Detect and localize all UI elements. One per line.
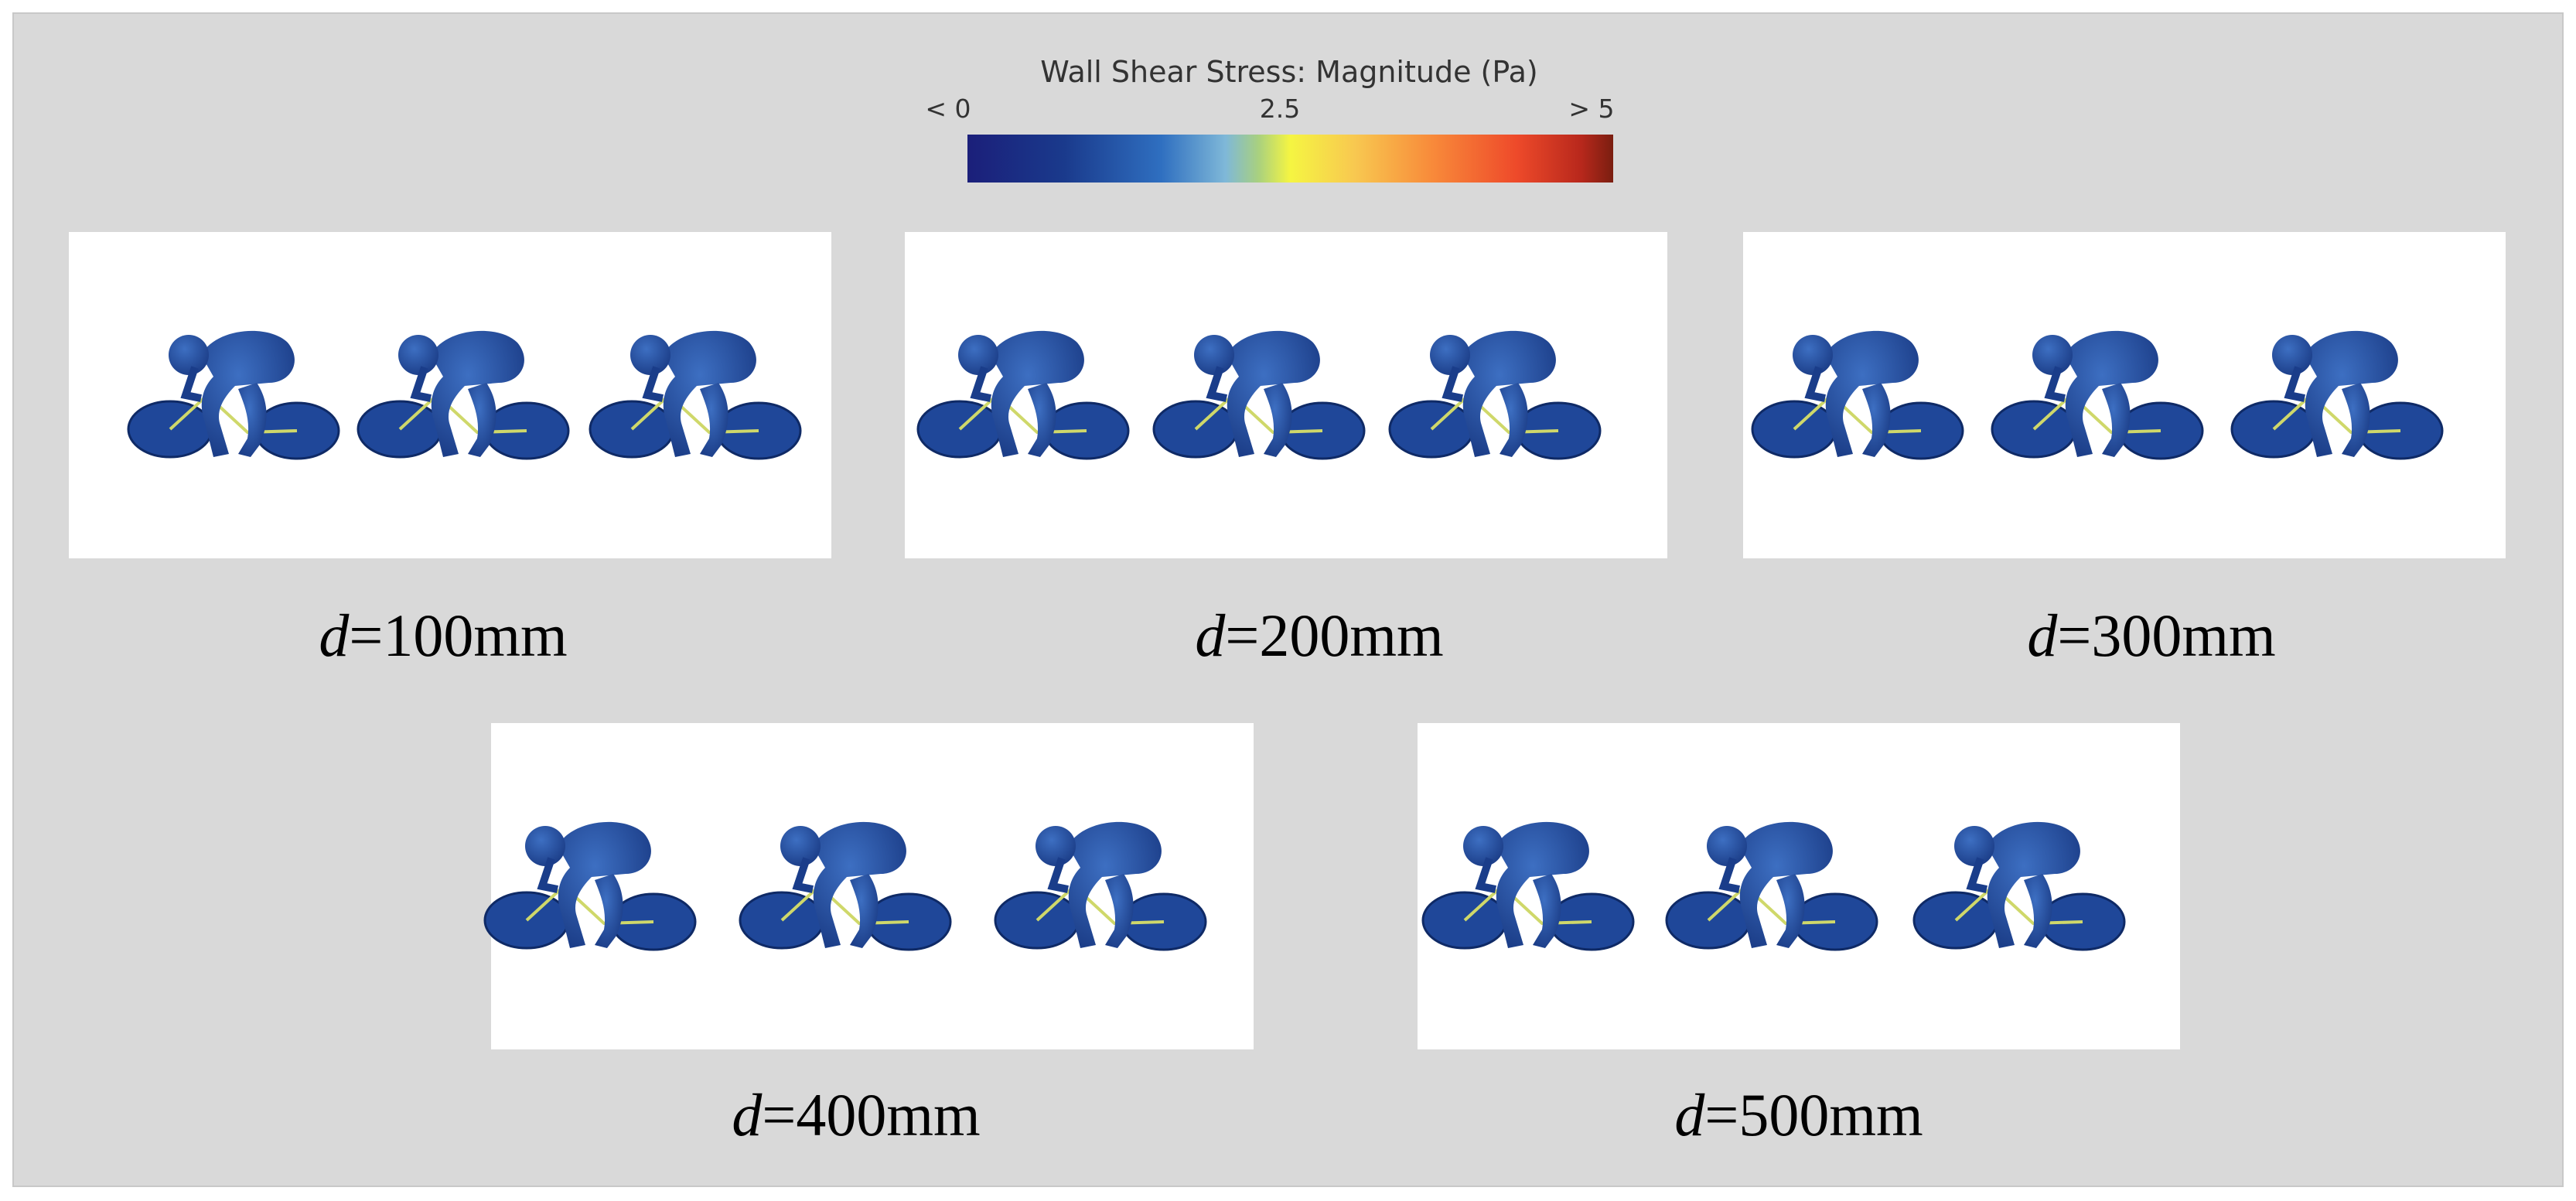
caption-variable: d (2027, 602, 2058, 669)
caption-variable: d (1674, 1081, 1705, 1148)
colorbar-tick-label: < 0 (925, 94, 971, 124)
caption-value: =100mm (349, 602, 567, 669)
panel-caption: d=500mm (1674, 1081, 1923, 1148)
panel-caption: d=300mm (2027, 602, 2275, 669)
caption-value: =500mm (1704, 1081, 1923, 1148)
panel-caption: d=100mm (319, 602, 567, 669)
caption-variable: d (732, 1081, 763, 1148)
panel: d=300mm (1743, 232, 2506, 669)
caption-variable: d (1195, 602, 1226, 669)
panel: d=400mm (485, 723, 1254, 1148)
caption-value: =200mm (1225, 602, 1443, 669)
colorbar-title: Wall Shear Stress: Magnitude (Pa) (1040, 55, 1537, 89)
colorbar-tick-label: 2.5 (1260, 94, 1300, 124)
panel: d=200mm (905, 232, 1667, 669)
panel-caption: d=400mm (732, 1081, 980, 1148)
caption-variable: d (319, 602, 350, 669)
caption-value: =400mm (762, 1081, 980, 1148)
colorbar (967, 135, 1613, 183)
caption-value: =300mm (2057, 602, 2275, 669)
colorbar-tick-label: > 5 (1568, 94, 1614, 124)
panel: d=100mm (69, 232, 831, 669)
panel: d=500mm (1418, 723, 2180, 1148)
panel-caption: d=200mm (1195, 602, 1443, 669)
background (12, 12, 2564, 1187)
